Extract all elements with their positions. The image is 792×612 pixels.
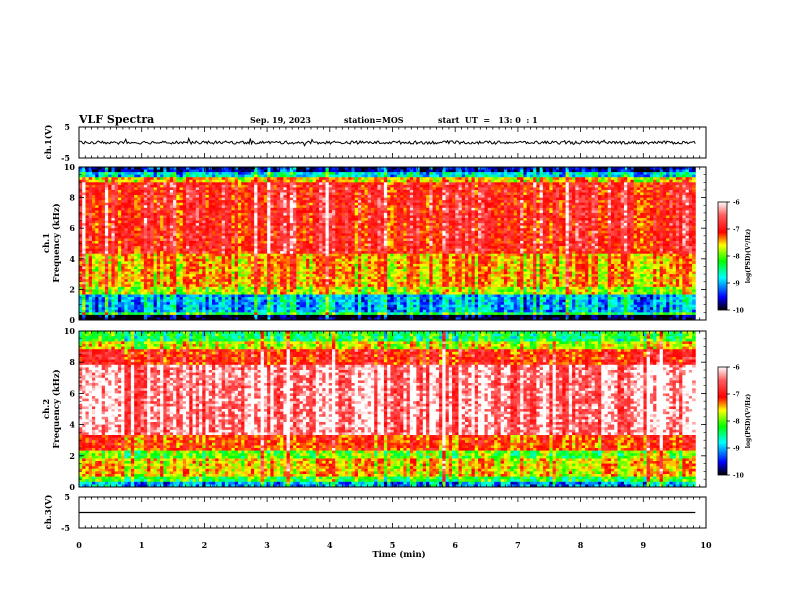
ch2-colorbar: -6 -7 -8 -9 -10 log(PSD)(V²/Hz) xyxy=(718,365,752,480)
x-tick-label: 2 xyxy=(202,540,208,550)
colorbar-tick-label: -6 xyxy=(733,200,740,207)
start-time-label: start UT = 13: 0 : 1 xyxy=(438,115,538,125)
colorbar-tick-label: -10 xyxy=(733,308,744,315)
colorbar-tick-label: -6 xyxy=(733,365,740,372)
figure-title: VLF Spectra xyxy=(78,113,154,126)
frequency-tick-label: 0 xyxy=(69,482,75,492)
frequency-tick-label: 6 xyxy=(69,388,75,398)
x-tick-label: 4 xyxy=(327,540,333,550)
frequency-tick-label: 2 xyxy=(69,451,75,461)
ch1-ylabel-channel: ch.1 xyxy=(42,233,52,253)
x-tick-label: 10 xyxy=(700,540,712,550)
ch1-spectrogram-image xyxy=(79,167,696,320)
station-label: station=MOS xyxy=(344,115,404,125)
ch1-waveform-panel: 5 -5 ch.1(V) xyxy=(43,122,706,163)
ch3-ylabel: ch.3(V) xyxy=(43,495,54,530)
frequency-tick-label: 6 xyxy=(69,223,75,233)
vlf-spectra-figure: VLF Spectra Sep. 19, 2023 station=MOS st… xyxy=(0,0,792,612)
x-tick-label: 9 xyxy=(641,540,647,550)
frequency-tick-label: 2 xyxy=(69,284,75,294)
frequency-tick-label: 10 xyxy=(64,326,76,336)
colorbar-tick-label: -7 xyxy=(733,392,740,399)
frequency-tick-label: 4 xyxy=(69,420,75,430)
colorbar-tick-label: -9 xyxy=(733,446,740,453)
frequency-tick-label: 10 xyxy=(64,162,76,172)
ch2-spectrogram-panel: 0 2 4 6 8 10 ch.2 Frequency (kHz) xyxy=(42,326,706,492)
ch3-ytick-bottom: -5 xyxy=(61,523,70,533)
x-tick-label: 8 xyxy=(578,540,584,550)
ch1-colorbar: -6 -7 -8 -9 -10 log(PSD)(V²/Hz) xyxy=(718,200,752,315)
colorbar-tick-label: -8 xyxy=(733,254,740,261)
x-tick-label: 7 xyxy=(515,540,521,550)
ch1-ylabel-frequency: Frequency (kHz) xyxy=(51,203,62,282)
ch2-ylabel-frequency: Frequency (kHz) xyxy=(51,369,62,448)
frequency-tick-label: 8 xyxy=(69,357,75,367)
date-label: Sep. 19, 2023 xyxy=(250,115,311,125)
x-tick-label: 5 xyxy=(390,540,396,550)
ch2-ylabel-channel: ch.2 xyxy=(42,399,52,419)
ch1-colorbar-label: log(PSD)(V²/Hz) xyxy=(745,229,752,284)
ch2-spectrogram-image xyxy=(79,331,696,487)
colorbar-tick-label: -8 xyxy=(733,419,740,426)
frequency-tick-label: 0 xyxy=(69,315,75,325)
colorbar-tick-label: -9 xyxy=(733,281,740,288)
x-axis-label: Time (min) xyxy=(372,549,425,560)
x-tick-label: 1 xyxy=(139,540,145,550)
x-tick-label: 3 xyxy=(264,540,270,550)
ch3-ytick-top: 5 xyxy=(64,492,70,502)
ch3-waveform-panel: 5 -5 ch.3(V) xyxy=(43,492,706,533)
x-axis-tick-labels: 0 1 2 3 4 5 6 7 8 9 10 xyxy=(76,540,712,550)
frequency-tick-label: 4 xyxy=(69,254,75,264)
x-tick-label: 6 xyxy=(452,540,458,550)
ch1-ylabel: ch.1(V) xyxy=(43,125,54,160)
colorbar-tick-label: -7 xyxy=(733,227,740,234)
ch1-spectrogram-panel: 0 2 4 6 8 10 ch.1 Frequency (kHz) xyxy=(42,162,706,325)
colorbar-tick-label: -10 xyxy=(733,473,744,480)
ch1-ytick-top: 5 xyxy=(64,122,70,132)
frequency-tick-label: 8 xyxy=(69,193,75,203)
ch2-colorbar-label: log(PSD)(V²/Hz) xyxy=(745,394,752,449)
x-tick-label: 0 xyxy=(76,540,82,550)
